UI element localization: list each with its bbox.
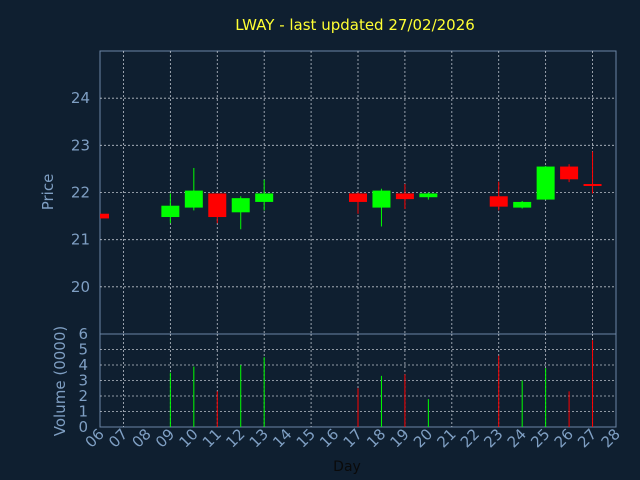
candle-body: [372, 190, 391, 208]
volume-tick-label: 3: [78, 372, 88, 390]
candle-body: [513, 201, 532, 208]
x-tick-label: 13: [246, 425, 272, 451]
price-tick-label: 20: [71, 278, 90, 296]
volume-tick-label: 5: [78, 341, 88, 359]
candle-body: [536, 166, 555, 200]
x-tick-label: 22: [457, 425, 483, 451]
candle-body: [231, 198, 250, 213]
x-tick-label: 26: [551, 425, 577, 451]
candle-body: [349, 193, 367, 202]
x-tick-label: 17: [340, 425, 366, 451]
x-axis: 0607080910111213141516171819202122232425…: [82, 425, 624, 451]
x-tick-label: 21: [433, 425, 459, 451]
candle-body: [161, 205, 180, 218]
x-tick-label: 11: [199, 425, 225, 451]
price-tick-label: 24: [71, 89, 90, 107]
x-tick-label: 25: [527, 425, 553, 451]
price-tick-label: 21: [71, 231, 90, 249]
x-tick-label: 08: [129, 425, 155, 451]
x-tick-label: 19: [387, 425, 413, 451]
x-tick-label: 24: [504, 425, 530, 451]
volume-tick-label: 0: [78, 418, 88, 436]
candle-body: [489, 196, 508, 207]
x-tick-label: 07: [105, 425, 131, 451]
x-tick-label: 15: [293, 425, 319, 451]
x-tick-label: 18: [363, 425, 389, 451]
x-tick-label: 09: [152, 425, 178, 451]
candle-body: [255, 193, 274, 202]
chart-title: LWAY - last updated 27/02/2026: [235, 16, 475, 34]
price-tick-label: 22: [71, 184, 90, 202]
x-tick-label: 14: [269, 425, 295, 451]
candle-body: [395, 193, 414, 200]
x-axis-label: Day: [333, 459, 361, 475]
x-tick-label: 20: [410, 425, 436, 451]
volume-tick-label: 4: [78, 356, 88, 374]
candle-body: [100, 213, 109, 219]
x-tick-label: 16: [316, 425, 342, 451]
volume-tick-label: 1: [78, 403, 88, 421]
candle-body: [184, 190, 203, 208]
volume-tick-label: 6: [78, 325, 88, 343]
price-axis-label: Price: [39, 174, 57, 211]
price-tick-label: 23: [71, 136, 90, 154]
x-tick-label: 10: [175, 425, 201, 451]
price-panel: 20 21 22 23 24: [71, 50, 617, 335]
candle-body: [583, 184, 602, 187]
candle-body: [560, 166, 579, 180]
x-tick-label: 12: [222, 425, 248, 451]
candle-body: [419, 193, 438, 198]
volume-tick-label: 2: [78, 387, 88, 405]
x-tick-label: 23: [480, 425, 506, 451]
x-tick-label: 27: [574, 425, 600, 451]
x-tick-label: 28: [598, 425, 624, 451]
volume-axis-label: Volume (0000): [51, 326, 69, 436]
candle-body: [208, 193, 227, 218]
